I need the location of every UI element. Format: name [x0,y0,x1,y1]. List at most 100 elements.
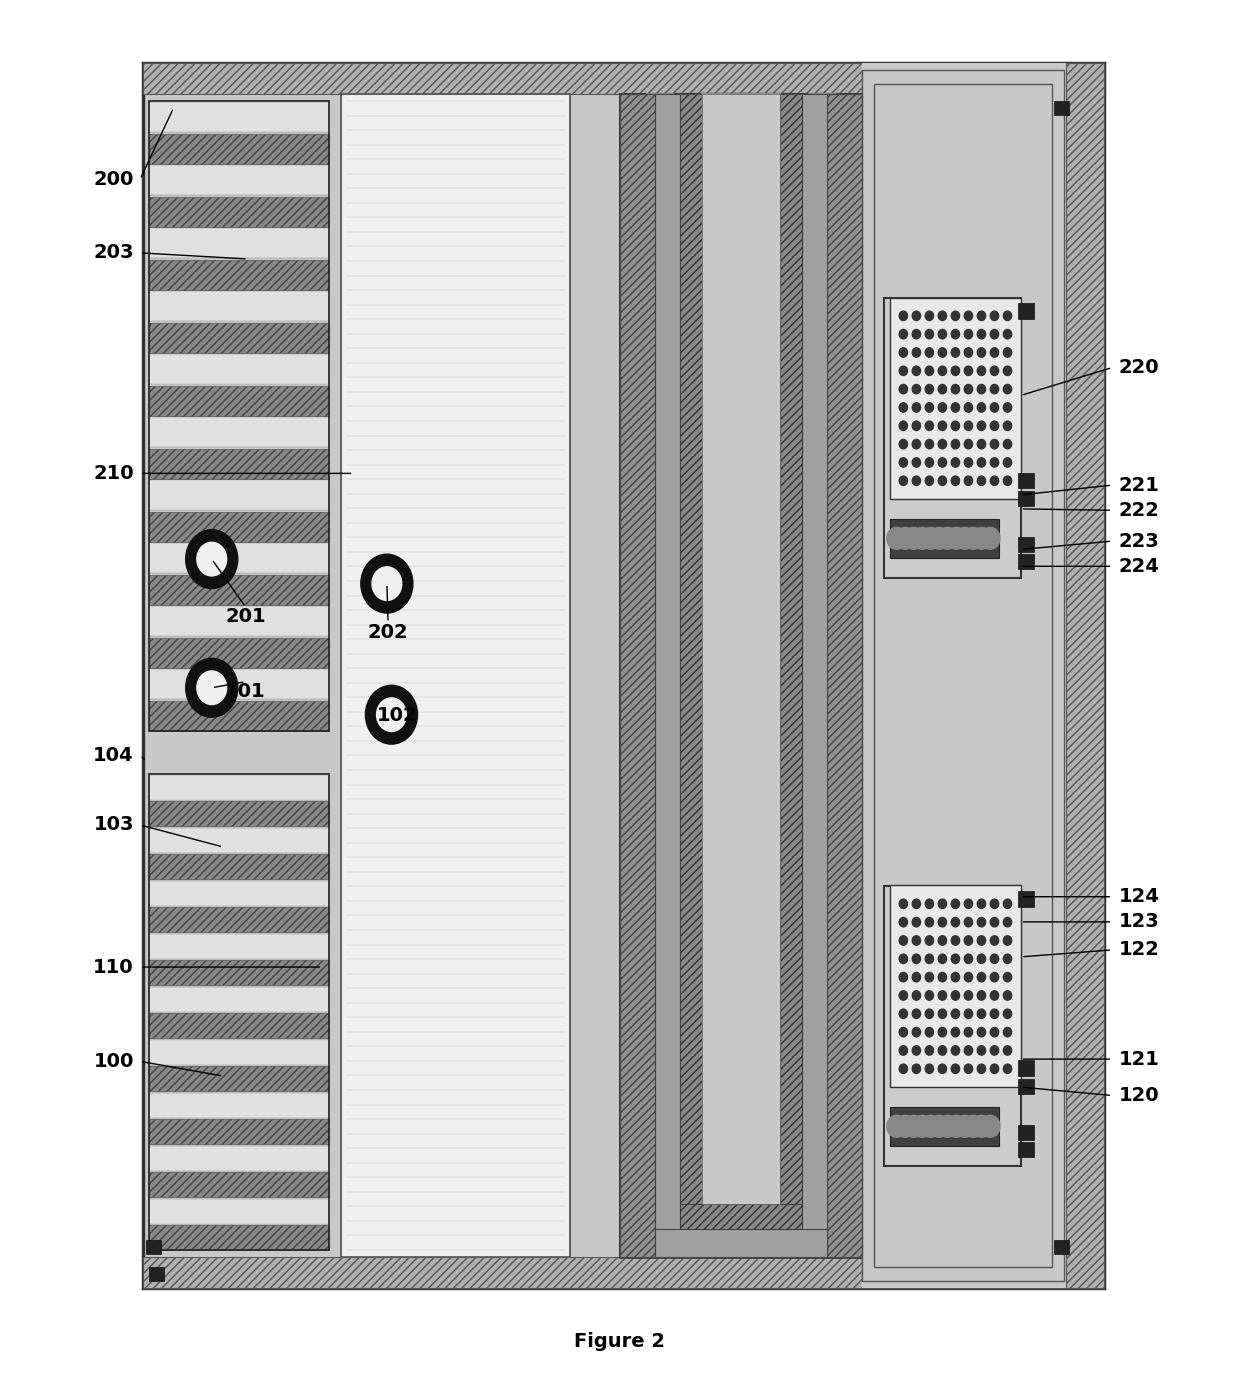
Text: 222: 222 [1118,501,1159,519]
Circle shape [913,311,920,321]
Circle shape [1003,1064,1012,1074]
Bar [143,63,1104,94]
Circle shape [972,1116,992,1137]
Circle shape [925,311,934,321]
Circle shape [925,991,934,1000]
Circle shape [946,1116,966,1137]
Circle shape [965,311,972,321]
Bar [1018,1141,1034,1156]
Circle shape [925,935,934,945]
Circle shape [951,311,960,321]
Circle shape [913,1009,920,1018]
Circle shape [977,991,986,1000]
Bar [780,94,802,1229]
Circle shape [913,329,920,339]
Circle shape [977,476,986,486]
Circle shape [1003,1028,1012,1037]
Circle shape [186,529,238,588]
Circle shape [991,403,998,412]
Bar [884,298,1021,578]
Text: 202: 202 [368,623,408,641]
Circle shape [965,458,972,468]
Circle shape [1003,367,1012,375]
Bar [149,1119,329,1144]
Circle shape [895,1116,915,1137]
Circle shape [939,367,946,375]
Circle shape [965,440,972,449]
Circle shape [991,991,998,1000]
Circle shape [913,991,920,1000]
Circle shape [939,955,946,963]
Circle shape [977,1064,986,1074]
Text: 101: 101 [226,682,265,700]
Circle shape [977,973,986,981]
Circle shape [186,658,238,717]
Bar [1054,1240,1069,1254]
Circle shape [939,311,946,321]
Circle shape [965,1028,972,1037]
Bar [1018,890,1034,907]
Circle shape [965,1064,972,1074]
Circle shape [899,973,908,981]
Bar [143,1257,1104,1288]
Circle shape [977,403,986,412]
Circle shape [951,367,960,375]
Bar [702,94,780,1204]
Bar [341,94,570,1257]
Bar [149,1014,329,1039]
Circle shape [904,528,924,549]
Bar [620,94,655,1257]
Circle shape [939,917,946,927]
Bar [149,102,329,132]
Circle shape [991,385,998,393]
Circle shape [977,955,986,963]
Circle shape [951,955,960,963]
Bar [862,63,1066,1288]
Circle shape [1003,476,1012,486]
Bar [149,854,329,879]
Bar [1066,63,1104,1288]
Circle shape [925,1009,934,1018]
Text: 121: 121 [1118,1050,1159,1068]
Circle shape [1003,1046,1012,1056]
Circle shape [939,935,946,945]
Circle shape [925,476,934,486]
Circle shape [1003,899,1012,909]
Circle shape [951,935,960,945]
Bar [655,1229,827,1257]
Bar [890,1106,999,1145]
Circle shape [951,973,960,981]
Circle shape [925,347,934,357]
Circle shape [965,476,972,486]
Text: 122: 122 [1118,941,1159,959]
Bar [149,101,329,731]
Circle shape [913,403,920,412]
Circle shape [925,421,934,430]
Circle shape [977,421,986,430]
Bar [149,385,329,416]
Circle shape [1003,935,1012,945]
Text: 210: 210 [93,463,134,483]
Circle shape [913,955,920,963]
Circle shape [977,1009,986,1018]
Bar [1054,101,1069,115]
Circle shape [991,458,998,468]
Bar [149,1267,164,1281]
Circle shape [913,347,920,357]
Circle shape [965,935,972,945]
Circle shape [913,458,920,468]
Circle shape [965,917,972,927]
Circle shape [939,991,946,1000]
Circle shape [366,685,418,743]
Circle shape [955,1116,975,1137]
Bar [890,519,999,559]
Circle shape [904,1116,924,1137]
Circle shape [921,1116,940,1137]
Circle shape [939,476,946,486]
Circle shape [951,1064,960,1074]
Circle shape [991,935,998,945]
Bar [149,1172,329,1197]
Bar [149,1198,329,1224]
Circle shape [977,899,986,909]
Text: 200: 200 [93,169,134,189]
